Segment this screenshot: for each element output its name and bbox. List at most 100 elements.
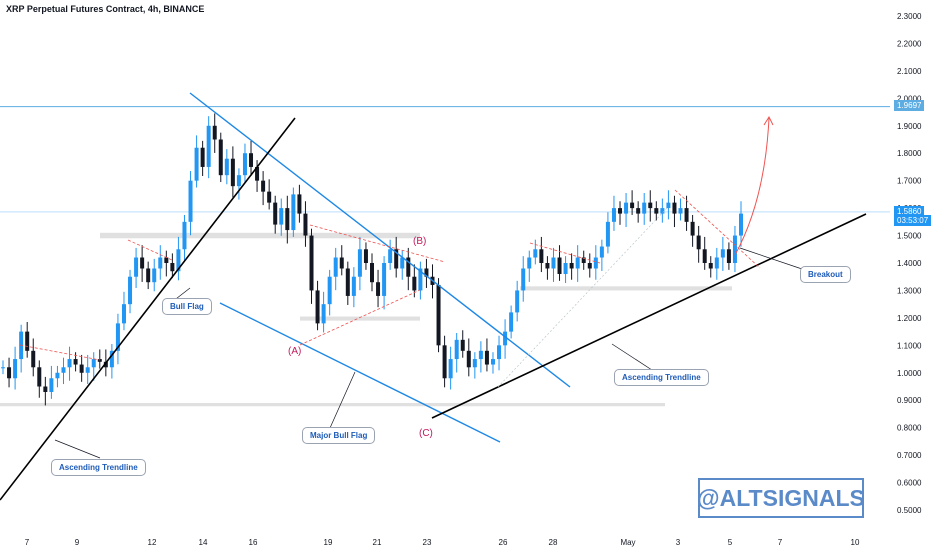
candle-body [224,158,229,176]
candle-body [31,350,36,368]
x-tick-label: 21 [373,538,382,547]
candle-body [624,202,629,214]
candle-body [660,208,665,214]
candle-body [382,263,387,296]
candle-body [400,257,405,269]
candle-body [309,235,314,291]
x-tick-label: 12 [148,538,157,547]
candle-body [85,367,90,373]
trendlines [0,92,867,501]
candle-body [569,263,574,269]
breakout-flag-line [674,189,761,269]
y-tick-label: 1.9000 [897,122,922,131]
x-tick-label: 14 [199,538,208,547]
candle-body [418,268,423,291]
candle-body [436,284,441,346]
x-tick-label: 9 [75,538,80,547]
candle-body [527,257,532,269]
candle-body [188,180,193,222]
y-tick-label: 1.7000 [897,177,922,186]
candle-body [61,367,66,373]
candle-body [7,367,12,379]
major-flag-upper-line [189,92,571,388]
candle-body [503,331,508,346]
candle-body [581,257,586,263]
candle-body [261,180,266,192]
y-tick-label: 2.3000 [897,12,922,21]
support-zone [100,232,420,239]
candle-body [115,323,120,351]
small-flag-line [19,344,101,361]
candle-body [593,257,598,269]
candle-body [140,257,145,269]
candle-body [611,208,616,222]
candle-body [636,208,641,214]
candle-body [599,246,604,258]
candle-body [212,125,217,140]
pointer-breakout [739,247,806,271]
candle-body [339,257,344,269]
major-flag-lower-line [219,302,501,443]
candle-body [37,367,42,387]
candle-body [406,257,411,277]
candle-body [630,202,635,209]
candle-body [357,249,362,277]
candle-body [678,208,683,214]
x-tick-label: 7 [778,538,783,547]
candle-body [236,175,241,187]
candle-body [702,249,707,263]
y-tick-label: 1.0000 [897,369,922,378]
candle-body [521,268,526,291]
y-tick-label: 1.5000 [897,232,922,241]
y-tick-label: 1.4000 [897,259,922,268]
candle-body [533,249,538,258]
candle-body [394,249,399,269]
y-tick-label: 1.3000 [897,286,922,295]
wave-a-label: (A) [288,346,302,357]
breakout-label: Breakout [800,266,851,283]
ascending-trendline-right-label: Ascending Trendline [614,369,709,386]
candle-body [218,139,223,176]
chart-title: XRP Perpetual Futures Contract, 4h, BINA… [6,4,205,14]
x-tick-label: 7 [25,538,30,547]
candle-body [182,221,187,250]
candle-body [49,378,54,392]
y-tick-label: 1.8000 [897,149,922,158]
candle-body [267,191,272,203]
x-tick-label: 23 [423,538,432,547]
candle-body [134,257,139,277]
candle-body [484,350,489,365]
y-tick-label: 2.0000 [897,94,922,103]
candle-body [152,268,157,283]
candle-body [55,372,60,379]
candle-body [230,158,235,187]
candle-body [376,282,381,296]
candle-body [13,359,18,379]
y-axis: 2.3000 2.2000 2.1000 2.0000 1.9000 1.8000 1.70… [897,12,922,515]
candle-body [666,202,671,209]
candle-body [515,290,520,313]
candle-body [690,221,695,236]
candle-body [708,263,713,269]
candle-body [442,345,447,379]
candle-body [279,208,284,225]
altsignals-watermark: @ALTSIGNALS [697,478,865,518]
candle-body [551,257,556,269]
candle-body [200,147,205,167]
candle-body [448,359,453,379]
candle-body [206,125,211,167]
candle-body [43,386,48,392]
candle-body [557,257,562,274]
candle-body [25,331,30,351]
candle-body [726,249,731,263]
candle-body [146,268,151,283]
candle-body [164,257,169,263]
support-zone [0,402,665,407]
candle-body [539,249,544,263]
ascending-trendline-right [431,213,867,419]
candle-body [345,268,350,296]
x-axis: 7 9 12 14 16 19 21 23 26 28 May 3 5 7 10 [25,538,860,547]
candle-body [194,147,199,181]
candle-body [720,249,725,258]
right-flag-top-line [529,242,601,264]
